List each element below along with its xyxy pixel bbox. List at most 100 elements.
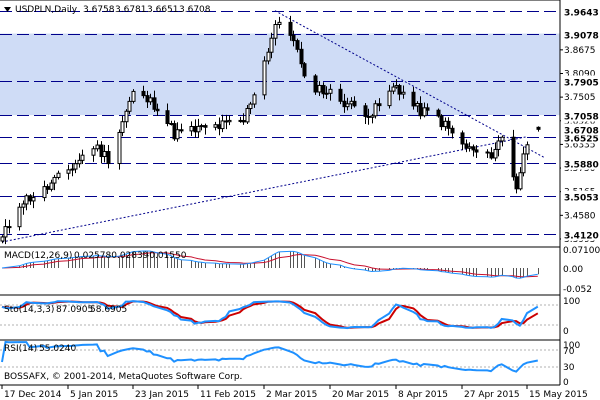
candle xyxy=(338,83,343,105)
candle xyxy=(496,135,501,157)
candle xyxy=(213,121,218,131)
candle xyxy=(467,142,472,152)
candle xyxy=(464,139,469,153)
candle xyxy=(127,96,132,115)
level-label-bg xyxy=(561,228,600,241)
candle xyxy=(45,184,50,195)
candle xyxy=(148,93,153,105)
candle xyxy=(165,103,170,127)
macd-value-1: 0.02578 xyxy=(74,251,111,261)
candle xyxy=(450,125,455,139)
symbol-label: USDPLN,Daily xyxy=(15,5,78,15)
candle xyxy=(295,38,300,53)
candle xyxy=(95,140,100,152)
candle xyxy=(302,62,307,79)
candle xyxy=(117,129,122,170)
level-lines xyxy=(0,11,560,235)
price-tick-label: 3.8090 xyxy=(564,69,596,79)
sto-value-2: 58.6905 xyxy=(90,305,127,315)
candle xyxy=(514,173,519,194)
price-tick-label: 3.4580 xyxy=(564,211,596,221)
candle xyxy=(155,103,160,116)
copyright-text: BOSSAFX, © 2001-2014, MetaQuotes Softwar… xyxy=(4,372,242,382)
candle xyxy=(141,85,146,99)
candle xyxy=(363,103,368,125)
time-tick-label: 20 Mar 2015 xyxy=(332,390,389,400)
level-label: 3.5053 xyxy=(564,194,599,204)
sto-value-1: 87.0905 xyxy=(56,305,93,315)
candle xyxy=(248,101,253,115)
candle xyxy=(175,122,180,142)
macd-title: MACD(12,26,9) 0.02578 -0.02839 -0.01550 xyxy=(4,251,187,261)
candle xyxy=(241,113,246,125)
candle xyxy=(227,115,232,126)
time-tick-label: 5 Jan 2015 xyxy=(70,390,118,400)
candle xyxy=(196,118,201,138)
candle xyxy=(446,117,451,136)
level-label: 3.4120 xyxy=(564,232,599,242)
candle xyxy=(70,163,75,177)
candle xyxy=(199,123,204,131)
candle xyxy=(299,41,304,68)
trendline xyxy=(1,136,528,243)
macd-line xyxy=(1,250,538,279)
time-tick-label: 17 Dec 2014 xyxy=(4,390,62,400)
candle xyxy=(324,86,329,99)
candle xyxy=(203,123,208,135)
candle xyxy=(411,86,416,110)
level-label: 3.9643 xyxy=(564,9,599,19)
candle xyxy=(489,147,494,160)
price-tick-label: 3.7505 xyxy=(564,93,596,103)
rsi-value: 55.0240 xyxy=(39,344,76,354)
candle xyxy=(288,15,293,41)
rsi-scale-0: 0 xyxy=(563,378,569,388)
price-tick-label: 3.6920 xyxy=(564,117,596,127)
candle xyxy=(518,167,523,191)
candle xyxy=(291,30,296,47)
candle xyxy=(352,96,357,108)
low-value: 3.6651 xyxy=(147,5,179,15)
candle xyxy=(17,203,22,231)
candle xyxy=(120,115,125,137)
candle xyxy=(345,97,350,111)
candle xyxy=(439,114,444,131)
dropdown-arrow-icon[interactable] xyxy=(4,7,11,12)
rsi-scale-70: 70 xyxy=(563,347,575,357)
candle xyxy=(525,141,530,161)
macd-value-2: -0.02839 xyxy=(108,251,149,261)
candle xyxy=(91,146,96,162)
level-labels: 3.9643 3.9078 3.7905 3.7058 3.6525 3.5880 3.50… xyxy=(561,5,600,242)
candle xyxy=(24,193,29,211)
candle xyxy=(7,219,12,234)
macd-scale-zero: 0.00 xyxy=(563,265,583,275)
level-label-bg xyxy=(561,75,600,88)
candle xyxy=(328,84,333,101)
candle xyxy=(387,84,392,109)
sto-main-line xyxy=(1,300,539,330)
candle xyxy=(262,56,267,100)
candle xyxy=(418,96,423,120)
candle xyxy=(401,85,406,99)
candle xyxy=(377,98,382,112)
sto-name: Sto(14,3,3) xyxy=(4,305,54,315)
candle xyxy=(77,153,82,168)
candle xyxy=(252,92,257,108)
level-label-bg xyxy=(561,157,600,170)
candle xyxy=(52,174,57,191)
candle xyxy=(31,192,36,209)
candle xyxy=(179,123,184,134)
macd-scale-bottom: -0.052 xyxy=(563,285,592,295)
level-label: 3.7058 xyxy=(564,113,599,123)
candle xyxy=(422,102,427,118)
time-axis: 17 Dec 2014 5 Jan 2015 23 Jan 2015 11 Feb 2… xyxy=(1,385,588,400)
candle xyxy=(370,113,375,124)
candle xyxy=(460,130,465,151)
time-tick-label: 8 Apr 2015 xyxy=(398,390,448,400)
candle xyxy=(49,179,54,192)
candle xyxy=(471,144,476,157)
resistance-zone xyxy=(0,33,560,116)
candle xyxy=(106,145,111,169)
time-tick-label: 2 Mar 2015 xyxy=(266,390,317,400)
